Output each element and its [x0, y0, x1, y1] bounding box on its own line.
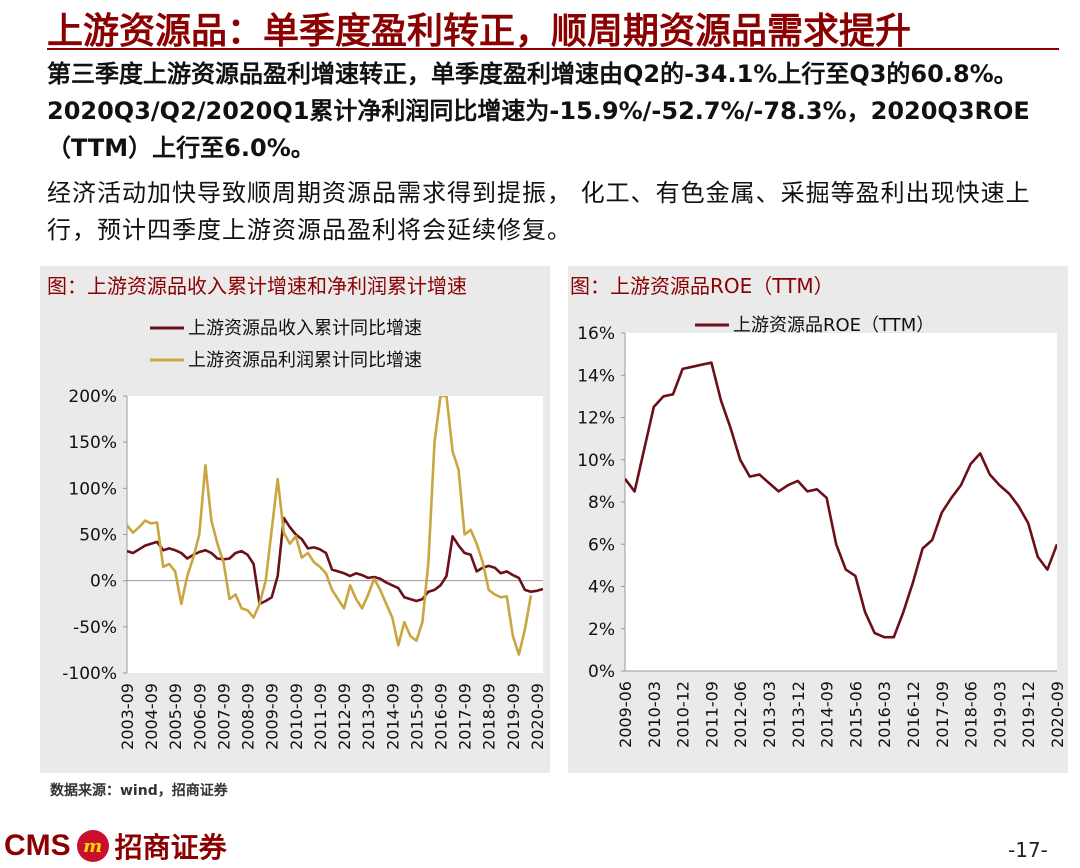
- chart-1: -100% -50% 0% 50% 100% 150% 200% 2003-09 2004-09…: [62, 318, 547, 750]
- x-tick-label: 2019-09: [504, 683, 523, 750]
- legend-label-1: 上游资源品ROE（TTM）: [733, 315, 934, 336]
- x-tick-label: 2011-09: [702, 681, 721, 748]
- series-line-1: [625, 361, 1057, 639]
- y-tick-label: 4%: [588, 578, 615, 598]
- y-tick-label: 0%: [588, 662, 615, 682]
- y-tick-label: 100%: [68, 479, 117, 499]
- summary-paragraph-2: 经济活动加快导致顺周期资源品需求得到提振， 化工、有色金属、采掘等盈利出现快速上…: [47, 179, 1031, 244]
- y-tick-label: 6%: [588, 535, 615, 555]
- y-tick-label: 150%: [68, 433, 117, 453]
- y-tick-label: 0%: [90, 572, 117, 592]
- legend-label-2: 上游资源品利润累计同比增速: [188, 350, 422, 371]
- x-tick-label: 2014-09: [818, 681, 837, 748]
- x-tick-label: 2003-09: [118, 683, 137, 750]
- x-tick-label: 2014-09: [383, 683, 402, 750]
- x-tick-label: 2018-06: [962, 681, 981, 748]
- x-tick-label: 2005-09: [166, 683, 185, 750]
- y-tick-label: -50%: [73, 618, 117, 638]
- page-number: -17-: [1008, 838, 1048, 862]
- x-tick-label: 2012-06: [731, 681, 750, 748]
- x-tick-label: 2013-12: [789, 681, 808, 748]
- x-tick-label: 2020-09: [1048, 681, 1067, 748]
- x-tick-label: 2010-12: [674, 681, 693, 748]
- y-tick-label: 10%: [577, 451, 615, 471]
- x-tick-label: 2015-06: [846, 681, 865, 748]
- y-tick-label: 12%: [577, 409, 615, 429]
- plot-area: [625, 333, 1057, 671]
- y-tick-label: 50%: [79, 526, 117, 546]
- x-tick-label: 2012-09: [335, 683, 354, 750]
- x-tick-label: 2008-09: [239, 683, 258, 750]
- y-tick-label: 200%: [68, 387, 117, 407]
- x-tick-label: 2007-09: [214, 683, 233, 750]
- logo-badge-letter: m: [83, 835, 103, 857]
- x-tick-label: 2016-12: [904, 681, 923, 748]
- x-tick-label: 2019-03: [990, 681, 1009, 748]
- company-logo: CMS m 招商证券: [4, 828, 227, 864]
- data-source: 数据来源：wind，招商证券: [50, 783, 228, 799]
- summary-paragraph-1: 第三季度上游资源品盈利增速转正，单季度盈利增速由Q2的-34.1%上行至Q3的6…: [47, 60, 1030, 162]
- series-line-2: [127, 396, 533, 656]
- x-tick-label: 2016-03: [875, 681, 894, 748]
- x-tick-label: 2011-09: [311, 683, 330, 750]
- y-tick-label: 8%: [588, 493, 615, 513]
- y-tick-label: -100%: [62, 664, 117, 684]
- x-tick-label: 2013-03: [760, 681, 779, 748]
- x-tick-label: 2004-09: [142, 683, 161, 750]
- logo-badge-icon: m: [76, 830, 109, 862]
- legend-label-1: 上游资源品收入累计同比增速: [188, 318, 422, 339]
- chart-title-roe: 图：上游资源品ROE（TTM）: [570, 274, 834, 298]
- x-tick-label: 2015-09: [407, 683, 426, 750]
- x-tick-label: 2013-09: [359, 683, 378, 750]
- x-tick-label: 2010-09: [287, 683, 306, 750]
- x-tick-label: 2010-03: [645, 681, 664, 748]
- logo-text: CMS: [4, 829, 71, 862]
- x-tick-label: 2006-09: [190, 683, 209, 750]
- title-divider: [47, 48, 1059, 50]
- y-tick-label: 14%: [577, 366, 615, 386]
- x-tick-label: 2019-12: [1019, 681, 1038, 748]
- y-tick-label: 2%: [588, 620, 615, 640]
- x-tick-label: 2016-09: [432, 683, 451, 750]
- x-tick-label: 2009-06: [616, 681, 635, 748]
- chart-2: 0% 2% 4% 6% 8% 10% 12% 14% 16% 2009-06 2010-03 2010…: [577, 315, 1067, 748]
- x-tick-label: 2017-09: [456, 683, 475, 750]
- y-tick-label: 16%: [577, 324, 615, 344]
- x-tick-label: 2018-09: [480, 683, 499, 750]
- x-tick-label: 2009-09: [263, 683, 282, 750]
- logo-company-name: 招商证券: [114, 831, 227, 864]
- chart-title-revenue-profit: 图：上游资源品收入累计增速和净利润累计增速: [47, 274, 467, 298]
- x-tick-label: 2017-09: [933, 681, 952, 748]
- series-line-1: [127, 516, 543, 606]
- plot-area: [127, 396, 543, 673]
- page-title: 上游资源品：单季度盈利转正，顺周期资源品需求提升: [47, 10, 912, 52]
- x-tick-label: 2020-09: [528, 683, 547, 750]
